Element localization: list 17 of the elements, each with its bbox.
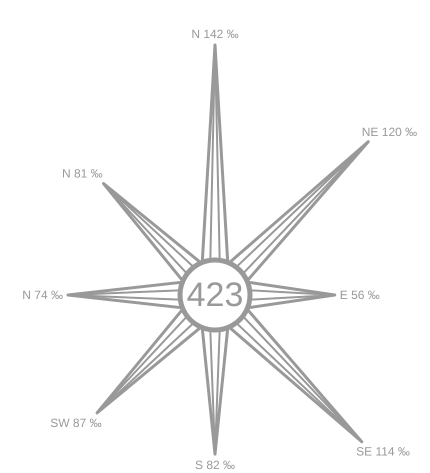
data-label: 142 ‰ [203, 27, 239, 41]
data-label: 56 ‰ [351, 288, 380, 302]
data-label: 81 ‰ [74, 166, 103, 181]
category-label: N [62, 166, 74, 181]
data-label: 74 ‰ [34, 288, 63, 302]
text: 423 [186, 276, 244, 314]
category-label: N [191, 27, 204, 41]
data-label: 87 ‰ [72, 416, 102, 430]
category-label: E [340, 288, 352, 302]
category-label: S [194, 458, 206, 472]
category-label: SE [356, 444, 376, 459]
data-label: 120 ‰ [382, 124, 418, 139]
category-label: N [22, 288, 34, 302]
category-label: NE [362, 124, 382, 139]
category-label: SW [50, 416, 73, 430]
data-label: 82 ‰ [206, 458, 236, 472]
data-label: 114 ‰ [375, 444, 410, 459]
